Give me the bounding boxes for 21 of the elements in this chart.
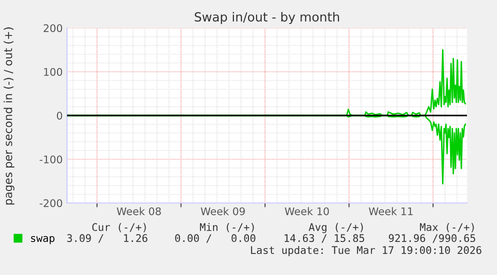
text: Max (-/+) (420, 223, 474, 232)
text: Avg (-/+) (308, 222, 363, 234)
text: Min (-/+) (200, 222, 254, 232)
x-tick-label: Week 11 (368, 207, 413, 216)
x-tick-label: Week 08 (116, 207, 161, 216)
y-tick-label: 0 (56, 112, 62, 120)
text: 0.00 / 0.00 (175, 234, 256, 243)
x-tick-label: Week 09 (200, 207, 245, 216)
y-tick-label: 200 (44, 24, 62, 32)
text: 3.09 / 1.26 (67, 234, 148, 243)
text: Last update: Tue Mar 17 19:00:10 2026 (251, 246, 482, 256)
y-axis-title: pages per second in (-) / out (+) (4, 27, 14, 205)
text: 921.96 /990.65 (388, 234, 476, 243)
text: Cur (-/+) (92, 223, 146, 232)
y-tick-label: 100 (44, 68, 62, 76)
y-tick-label: -200 (40, 199, 62, 208)
legend-label: swap (31, 236, 54, 244)
y-tick-label: -100 (40, 155, 62, 164)
x-tick-label: Week 10 (284, 207, 329, 216)
text: 14.63 / 15.85 (284, 234, 364, 243)
chart-title: Swap in/out - by month (194, 12, 340, 24)
